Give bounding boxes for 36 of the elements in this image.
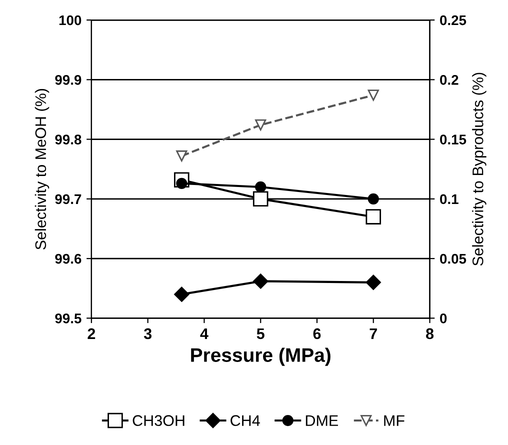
y-tick-label: 99.5 (55, 314, 82, 324)
point (255, 181, 266, 193)
legend-label: MF (384, 415, 404, 426)
y2-axis-title: Selectivity to Byproducts (%) (472, 72, 486, 266)
point (366, 209, 382, 224)
x-axis-title: Pressure (MPa) (191, 348, 330, 366)
y2-tick-label: 0.05 (440, 254, 466, 264)
y-tick-label: 99.9 (55, 74, 82, 85)
y-axis-title: Selectivity to MeOH (%) (34, 88, 50, 250)
point (368, 90, 379, 101)
point (253, 274, 268, 289)
y2-tick-label: 0.1 (440, 194, 458, 204)
point (255, 119, 266, 131)
x-tick-label: 6 (313, 328, 321, 340)
point (368, 193, 379, 204)
y2-tick-label: 0.25 (440, 15, 466, 26)
legend-label: DME (306, 415, 338, 426)
x-tick-label: 7 (370, 328, 377, 339)
point (174, 286, 190, 302)
x-tick-label: 2 (88, 328, 96, 339)
point (252, 191, 268, 207)
y2-tick-label: 0.2 (440, 74, 458, 85)
x-tick-label: 4 (200, 328, 208, 339)
x-tick-label: 3 (144, 328, 152, 340)
y-tick-label: 100 (59, 15, 82, 26)
legend-label: CH3OH (132, 415, 184, 426)
x-tick-label: 5 (256, 328, 264, 340)
y2-tick-label: 0 (440, 314, 447, 324)
y2-tick-label: 0.15 (440, 134, 466, 144)
legend-label: CH4 (230, 415, 260, 426)
y-tick-label: 99.6 (55, 254, 82, 264)
x-tick-label: 8 (426, 328, 434, 340)
point (176, 150, 188, 162)
y-tick-label: 99.7 (55, 194, 82, 204)
point (366, 274, 381, 290)
y-tick-label: 99.8 (55, 134, 82, 144)
